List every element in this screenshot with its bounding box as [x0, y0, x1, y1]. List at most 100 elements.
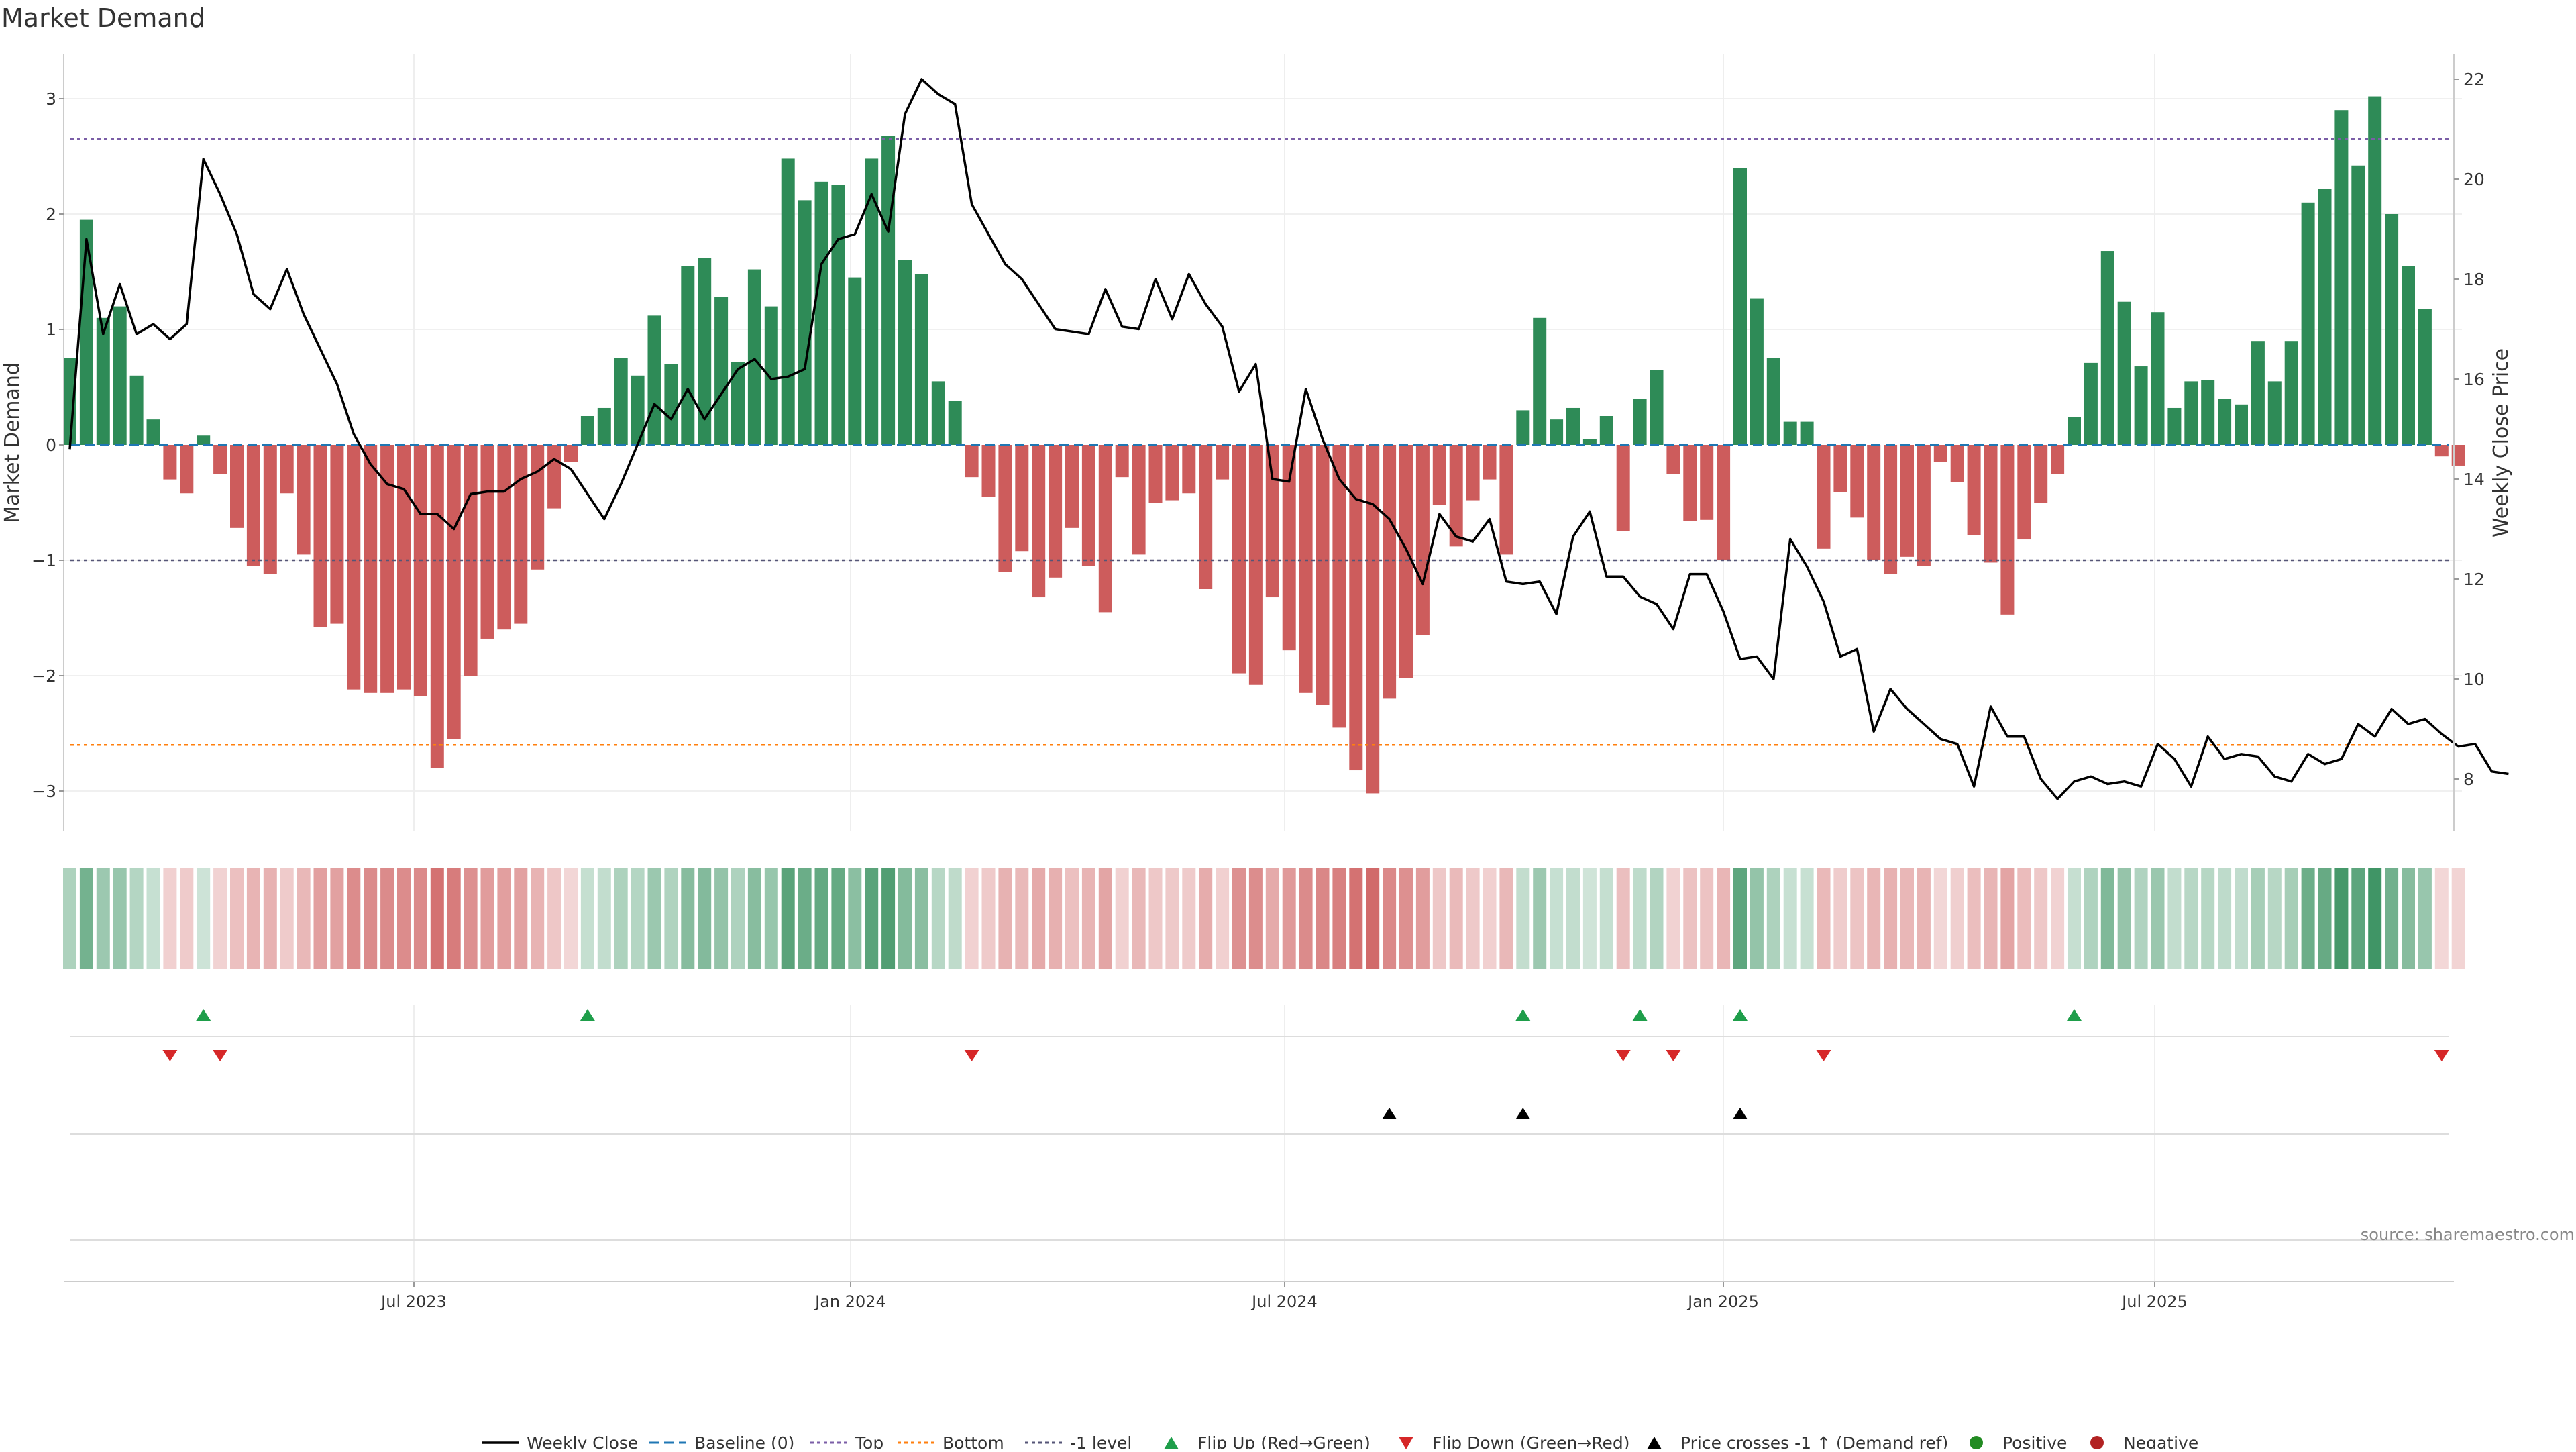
- heat-cell: [1850, 868, 1864, 969]
- demand-bar: [2100, 251, 2114, 445]
- y-right-tick-label: 22: [2463, 70, 2485, 89]
- flip-down-marker: [162, 1050, 178, 1061]
- heat-cell: [597, 868, 611, 969]
- demand-bar: [898, 260, 912, 445]
- demand-bar: [698, 258, 712, 445]
- demand-bar: [931, 381, 945, 445]
- flip-up-marker: [1515, 1009, 1531, 1021]
- demand-bar: [280, 445, 294, 494]
- heat-cell: [63, 868, 76, 969]
- demand-bar: [2334, 110, 2349, 445]
- demand-bar: [480, 445, 494, 639]
- flip-up-marker: [196, 1009, 211, 1021]
- price-cross-marker: [1515, 1108, 1531, 1119]
- demand-bar: [146, 419, 160, 445]
- y-right-axis-label: Weekly Close Price: [2489, 348, 2513, 537]
- heat-cell: [1182, 868, 1196, 969]
- flip-down-marker: [1816, 1050, 1831, 1061]
- demand-bar: [1499, 445, 1513, 555]
- demand-bar: [614, 358, 628, 445]
- y-right-tick-label: 10: [2463, 670, 2485, 689]
- demand-bar: [1582, 439, 1597, 445]
- heat-cell: [230, 868, 244, 969]
- flip-down-marker: [1666, 1050, 1681, 1061]
- heat-cell: [1633, 868, 1647, 969]
- heat-cell: [831, 868, 845, 969]
- x-tick-label: Jul 2023: [380, 1292, 447, 1311]
- demand-bar: [2301, 202, 2315, 445]
- heat-cell: [1349, 868, 1363, 969]
- y-right-tick-label: 12: [2463, 570, 2485, 589]
- heat-cell: [2418, 868, 2432, 969]
- legend-price-cross-icon: [1647, 1437, 1662, 1449]
- heat-cell: [1967, 868, 1981, 969]
- heat-cell: [914, 868, 928, 969]
- demand-bar: [413, 445, 427, 696]
- heat-cell: [681, 868, 695, 969]
- demand-bar: [1115, 445, 1129, 478]
- heat-cell: [614, 868, 628, 969]
- legend-flip-up-icon: [1164, 1437, 1179, 1449]
- heat-cell: [397, 868, 411, 969]
- demand-bar: [1132, 445, 1146, 555]
- demand-bar: [1766, 358, 1780, 445]
- demand-bar: [1049, 445, 1063, 578]
- demand-bar: [1098, 445, 1112, 613]
- demand-bar: [1332, 445, 1346, 728]
- demand-bar: [1165, 445, 1179, 501]
- heat-cell: [798, 868, 812, 969]
- heat-cell: [1132, 868, 1146, 969]
- heat-cell: [781, 868, 795, 969]
- heat-cell: [2000, 868, 2015, 969]
- demand-bar: [2267, 381, 2282, 445]
- heat-cell: [2167, 868, 2182, 969]
- flip-up-marker: [580, 1009, 595, 1021]
- heat-cell: [1299, 868, 1313, 969]
- demand-bar: [2084, 362, 2098, 445]
- price-cross-marker: [1733, 1108, 1748, 1119]
- demand-bar: [1432, 445, 1446, 505]
- demand-bar: [1349, 445, 1363, 771]
- heat-cell: [2318, 868, 2332, 969]
- demand-bar: [347, 445, 361, 690]
- demand-bar: [1399, 445, 1413, 678]
- demand-bar: [163, 445, 177, 480]
- heat-cell: [2117, 868, 2131, 969]
- demand-bar: [881, 136, 896, 446]
- demand-bar: [230, 445, 244, 528]
- heat-cell: [1650, 868, 1664, 969]
- heat-cell: [1550, 868, 1564, 969]
- demand-bar: [1950, 445, 1964, 482]
- legend-positive-icon: [1970, 1436, 1983, 1449]
- demand-bar: [297, 445, 311, 555]
- demand-bar: [1449, 445, 1463, 547]
- flip-up-marker: [2067, 1009, 2082, 1021]
- heat-cell: [1432, 868, 1446, 969]
- demand-bar: [1483, 445, 1497, 480]
- demand-bar: [564, 445, 578, 462]
- heat-cell: [747, 868, 761, 969]
- legend-label: Weekly Close: [527, 1433, 638, 1449]
- heat-cell: [514, 868, 528, 969]
- y-right-tick-label: 18: [2463, 270, 2485, 289]
- demand-bar: [1383, 445, 1397, 699]
- heat-cell: [2368, 868, 2382, 969]
- y-left-tick-label: −3: [32, 782, 56, 801]
- demand-bar: [364, 445, 378, 693]
- y-left-axis-label: Market Demand: [1, 362, 24, 523]
- heat-cell: [998, 868, 1012, 969]
- heat-cell: [931, 868, 945, 969]
- demand-bar: [1516, 410, 1530, 445]
- heat-cell: [1115, 868, 1129, 969]
- heat-cell: [1165, 868, 1179, 969]
- heat-cell: [1032, 868, 1046, 969]
- demand-bar: [547, 445, 561, 509]
- demand-bar: [1415, 445, 1430, 635]
- heat-cell: [631, 868, 645, 969]
- heat-cell: [96, 868, 110, 969]
- heat-cell: [2034, 868, 2048, 969]
- demand-bar: [1065, 445, 1079, 528]
- heat-cell: [564, 868, 578, 969]
- demand-bar: [1650, 370, 1664, 445]
